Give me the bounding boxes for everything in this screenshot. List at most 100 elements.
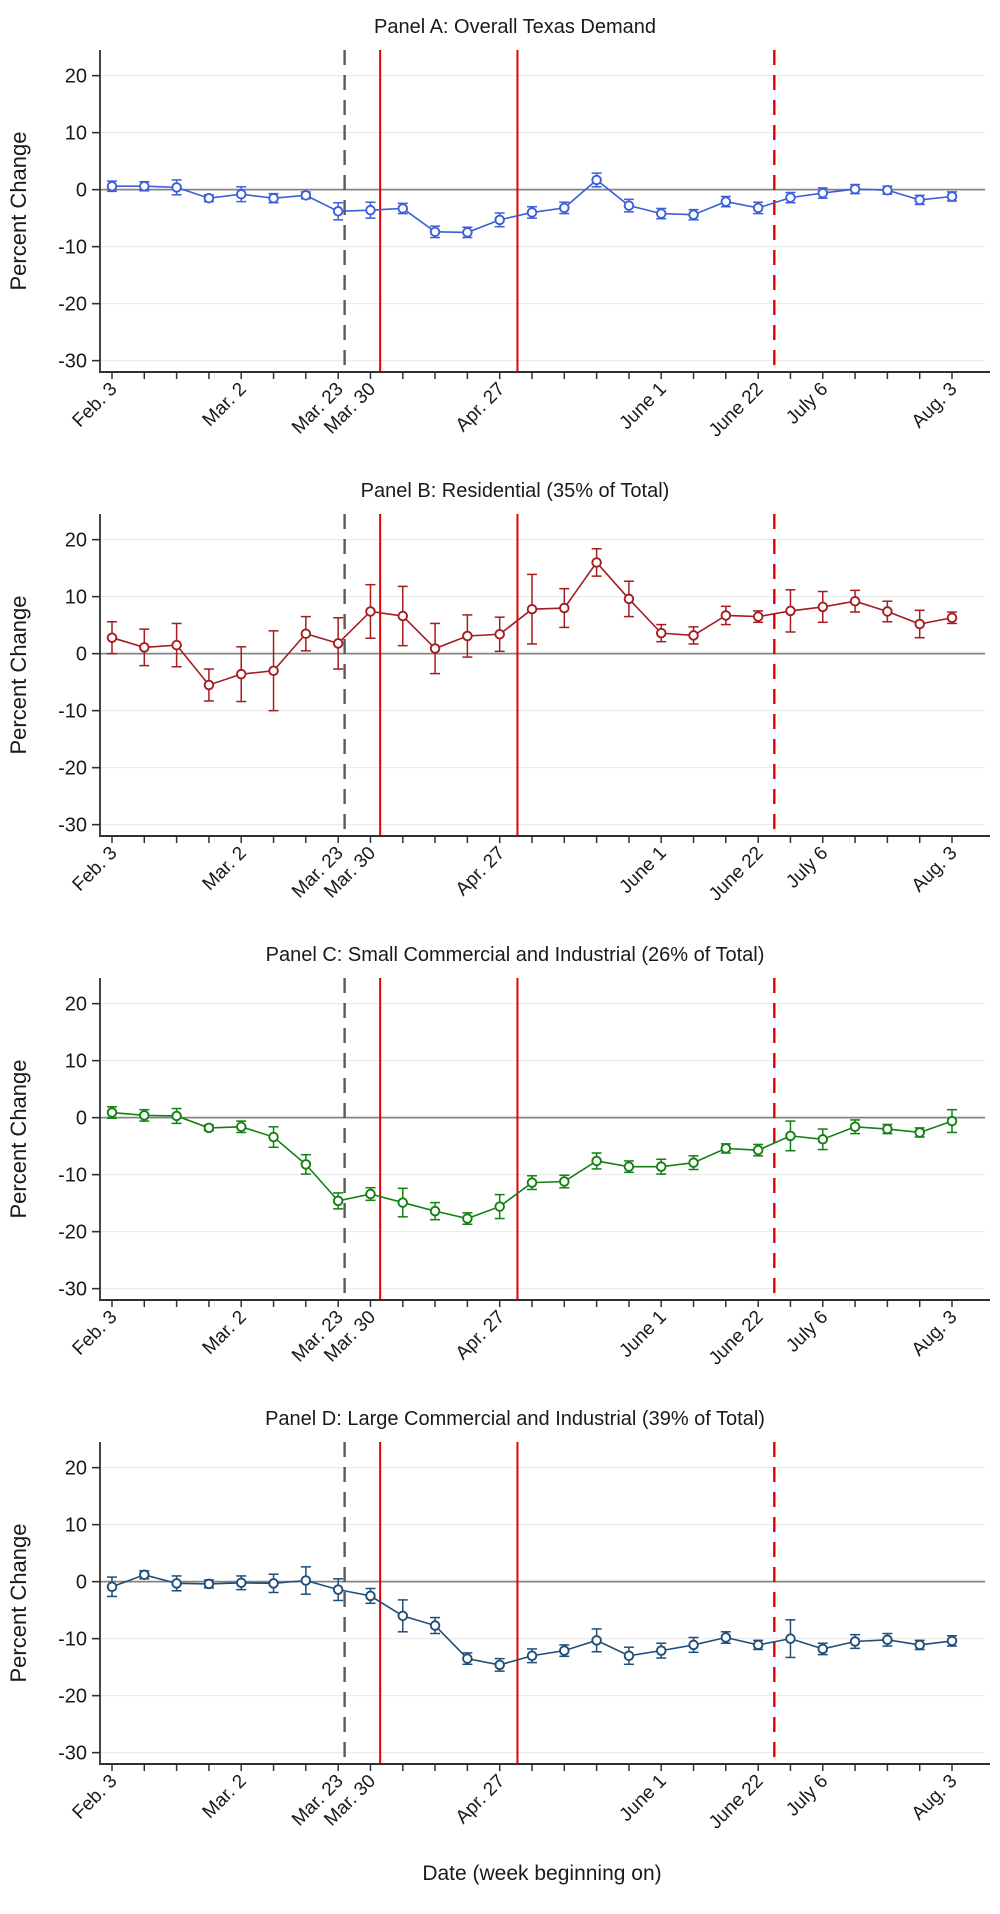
- x-tick-label: Aug. 3: [908, 1771, 962, 1825]
- data-point: [946, 1635, 958, 1647]
- x-tick-label: Aug. 3: [908, 379, 962, 433]
- y-tick-label: -30: [58, 351, 87, 373]
- y-tick-label: 20: [65, 530, 87, 552]
- reference-lines: [343, 514, 776, 836]
- data-point: [914, 1127, 925, 1138]
- data-point: [300, 1575, 312, 1586]
- panel-d: Panel D: Large Commercial and Industrial…: [0, 1396, 1000, 1860]
- data-point: [623, 593, 635, 605]
- y-tick-label: -30: [58, 815, 87, 837]
- data-point: [332, 638, 344, 649]
- y-tick-label: -10: [58, 701, 87, 723]
- data-point: [106, 180, 118, 192]
- panel-a: Panel A: Overall Texas Demand 20 10 0 -10 -2…: [0, 4, 1000, 468]
- data-point: [655, 1645, 667, 1656]
- x-tick-label: Mar. 2: [199, 1771, 251, 1823]
- y-tick-label: 10: [65, 1515, 87, 1537]
- data-point: [203, 679, 215, 691]
- data-point: [106, 632, 118, 643]
- y-tick-label: -10: [58, 1629, 87, 1651]
- data-point: [494, 214, 505, 226]
- data-point: [171, 1578, 182, 1589]
- data-point: [203, 1578, 215, 1590]
- data-point: [526, 1177, 538, 1188]
- data-point: [752, 202, 764, 214]
- data-point: [268, 665, 279, 676]
- x-tick-label: Aug. 3: [908, 1307, 962, 1361]
- y-tick-label: -20: [58, 758, 87, 780]
- error-bars: [107, 1106, 957, 1225]
- data-point: [397, 1610, 409, 1622]
- panel-c: Panel C: Small Commercial and Industrial…: [0, 932, 1000, 1396]
- x-tick-label: July 6: [782, 1771, 832, 1821]
- data-point: [139, 1569, 150, 1581]
- data-point: [946, 191, 958, 202]
- data-point: [235, 188, 247, 200]
- gridlines: [100, 539, 985, 826]
- data-point: [365, 606, 376, 617]
- data-point: [655, 627, 667, 639]
- data-point: [332, 1584, 344, 1595]
- data-point: [526, 1650, 538, 1661]
- data-point: [235, 668, 247, 680]
- gridlines: [100, 1003, 985, 1290]
- data-point: [559, 602, 570, 614]
- reference-lines: [343, 978, 776, 1300]
- x-tick-label: Mar. 2: [199, 843, 251, 895]
- data-point: [849, 1121, 861, 1133]
- x-tick-label: Aug. 3: [908, 843, 962, 897]
- data-point: [235, 1577, 247, 1589]
- data-point: [429, 226, 441, 238]
- x-tick-label: Apr. 27: [452, 379, 509, 436]
- data-point: [494, 1201, 505, 1212]
- data-point: [365, 1590, 376, 1602]
- data-point: [462, 1653, 473, 1664]
- data-point: [946, 612, 958, 623]
- y-tick-label: -20: [58, 1686, 87, 1708]
- data-point: [720, 1632, 732, 1643]
- data-point: [882, 1634, 893, 1646]
- data-point: [332, 1195, 344, 1207]
- x-tick-label: Feb. 3: [69, 1307, 122, 1360]
- x-tick-label: June 1: [616, 1307, 671, 1362]
- axes: 20 10 0 -10 -20 -30: [58, 514, 990, 843]
- data-point: [494, 629, 505, 640]
- data-point: [752, 611, 764, 622]
- data-point: [106, 1581, 118, 1593]
- data-point: [300, 190, 312, 201]
- data-point: [526, 603, 538, 615]
- data-point: [203, 192, 215, 204]
- data-point: [655, 1161, 667, 1172]
- data-point: [397, 610, 409, 622]
- y-tick-label: -30: [58, 1279, 87, 1301]
- data-point: [526, 207, 538, 218]
- data-point: [688, 1639, 699, 1651]
- data-point: [623, 200, 635, 211]
- panel-c-title: Panel C: Small Commercial and Industrial…: [265, 944, 765, 966]
- y-axis-title: Percent Change: [6, 1060, 31, 1219]
- data-point: [365, 1188, 376, 1200]
- data-point: [785, 1633, 796, 1644]
- gridlines: [100, 75, 985, 362]
- data-point: [429, 643, 441, 654]
- data-point: [268, 192, 279, 204]
- data-point: [882, 184, 893, 196]
- axes: 20 10 0 -10 -20 -30: [58, 1442, 990, 1771]
- data-point: [235, 1121, 247, 1133]
- x-tick-label: July 6: [782, 1307, 832, 1357]
- data-point: [429, 1205, 441, 1217]
- x-tick-label: July 6: [782, 379, 832, 429]
- x-tick-label: Feb. 3: [69, 843, 122, 896]
- axes: 20 10 0 -10 -20 -30: [58, 50, 990, 379]
- data-point: [752, 1639, 764, 1651]
- data-point: [559, 1645, 570, 1656]
- data-point: [946, 1115, 958, 1127]
- data-point: [688, 630, 699, 641]
- data-point: [785, 1130, 796, 1142]
- y-tick-label: -20: [58, 294, 87, 316]
